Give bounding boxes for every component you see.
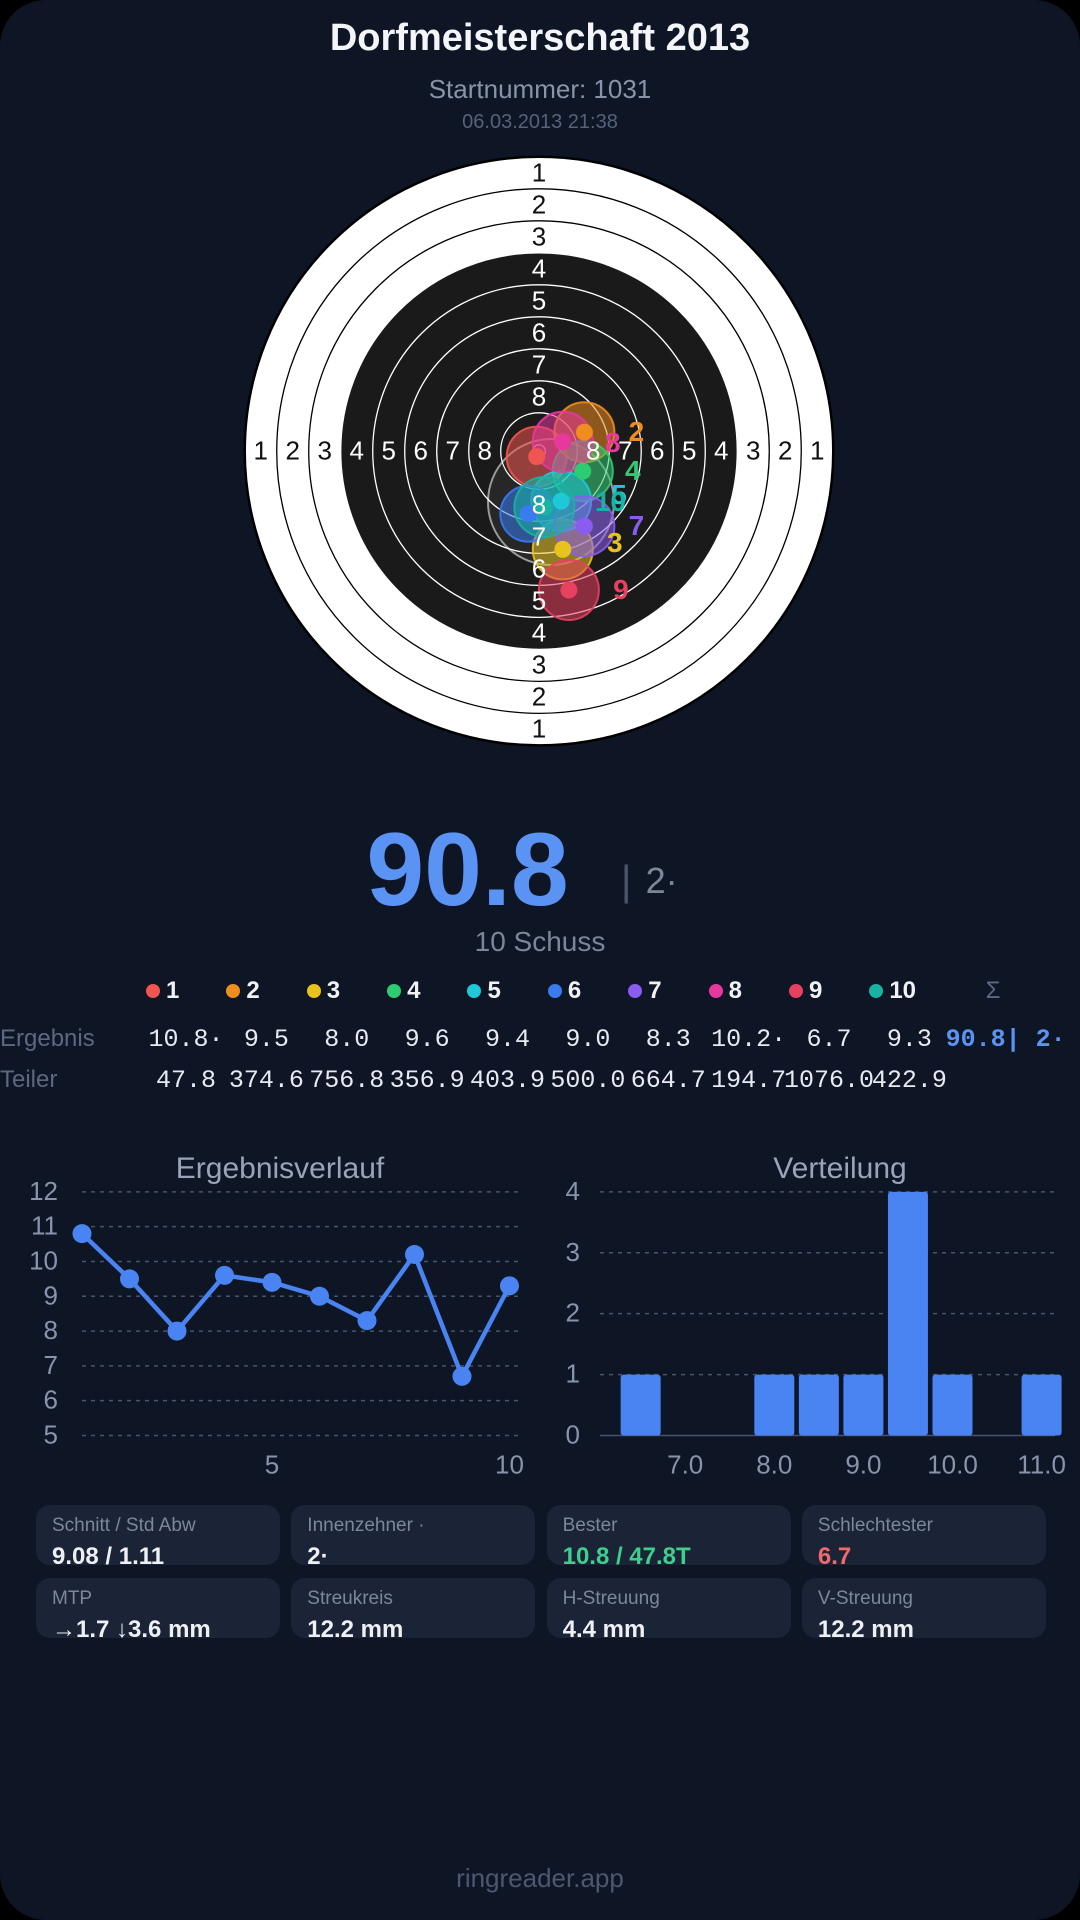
svg-text:5: 5 — [44, 1419, 58, 1449]
svg-text:10: 10 — [495, 1449, 524, 1479]
svg-text:7.0: 7.0 — [667, 1449, 703, 1479]
svg-text:1: 1 — [566, 1359, 580, 1389]
svg-text:4: 4 — [566, 1176, 580, 1206]
svg-text:2: 2 — [566, 1298, 580, 1328]
svg-text:12: 12 — [29, 1176, 58, 1206]
svg-text:10: 10 — [29, 1245, 58, 1275]
svg-text:9: 9 — [44, 1280, 58, 1310]
svg-text:0: 0 — [566, 1419, 580, 1449]
svg-text:9.0: 9.0 — [845, 1449, 881, 1479]
svg-text:5: 5 — [265, 1449, 279, 1479]
svg-text:6: 6 — [44, 1385, 58, 1415]
svg-text:11.0: 11.0 — [1017, 1449, 1066, 1479]
svg-text:11: 11 — [31, 1211, 58, 1241]
svg-text:8: 8 — [44, 1315, 58, 1345]
svg-text:10.0: 10.0 — [927, 1449, 978, 1479]
svg-text:8.0: 8.0 — [756, 1449, 792, 1479]
svg-text:7: 7 — [44, 1350, 58, 1380]
svg-text:3: 3 — [566, 1237, 580, 1267]
